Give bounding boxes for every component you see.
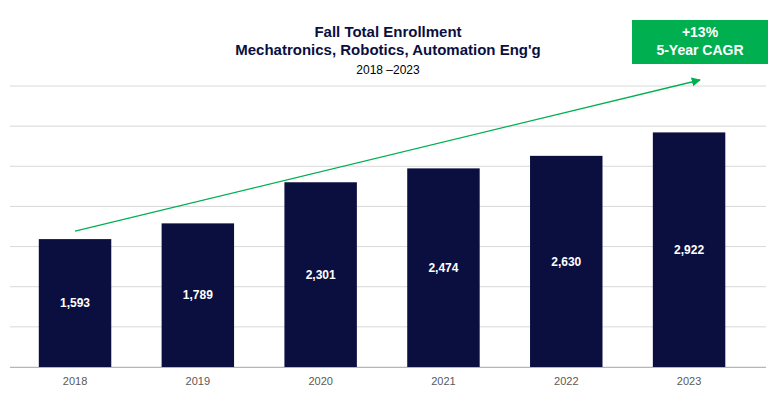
x-tick: 2021	[431, 375, 455, 387]
grid	[10, 86, 766, 367]
x-tick: 2020	[308, 375, 332, 387]
chart: 2018 2019 2020 2021 2022 2023 1,593 1,789 2,301 2…	[0, 0, 776, 396]
data-label: 1,593	[60, 296, 90, 310]
title: Mechatronics, Robotics, Automation Eng'g	[235, 41, 541, 58]
x-axis: 2018 2019 2020 2021 2022 2023	[10, 368, 766, 387]
bar	[530, 156, 602, 367]
x-tick-label: 2020	[308, 375, 332, 387]
data-labels: 1,593 1,789 2,301 2,474 2,630 2,922	[60, 243, 704, 310]
title: Fall Total Enrollment	[314, 23, 461, 40]
grid-line	[10, 367, 766, 368]
x-tick: 2018	[63, 375, 87, 387]
trend-arrow	[75, 80, 700, 231]
x-tick: 2023	[677, 375, 701, 387]
x-axis-line	[10, 367, 766, 368]
grid-line	[10, 126, 766, 127]
grid-line	[10, 206, 766, 207]
data-label: 2,301	[306, 268, 336, 282]
subtitle: 2018 –2023	[356, 63, 420, 77]
x-tick: 2019	[186, 375, 210, 387]
bar	[162, 223, 234, 367]
annotation: +13% 5-Year CAGR	[75, 20, 768, 231]
data-label: 2,474	[428, 261, 458, 275]
x-tick: 2022	[554, 375, 578, 387]
grid-line	[10, 246, 766, 247]
grid-line	[10, 86, 766, 87]
bar	[39, 239, 111, 367]
titles: Fall Total EnrollmentMechatronics, Robot…	[235, 23, 541, 77]
bar	[653, 132, 725, 367]
data-label: 2,922	[674, 243, 704, 257]
bars	[39, 132, 726, 367]
grid-line	[10, 286, 766, 287]
x-tick-label: 2021	[431, 375, 455, 387]
bar	[407, 168, 479, 367]
bar	[284, 182, 356, 367]
x-tick-label: 2019	[186, 375, 210, 387]
badge-text: 5-Year CAGR	[656, 42, 743, 58]
x-tick-label: 2018	[63, 375, 87, 387]
badge	[632, 20, 768, 64]
data-label: 2,630	[551, 255, 581, 269]
badge-text: +13%	[682, 24, 719, 40]
data-label: 1,789	[183, 288, 213, 302]
x-tick-label: 2022	[554, 375, 578, 387]
grid-line	[10, 166, 766, 167]
grid-line	[10, 326, 766, 327]
x-tick-label: 2023	[677, 375, 701, 387]
